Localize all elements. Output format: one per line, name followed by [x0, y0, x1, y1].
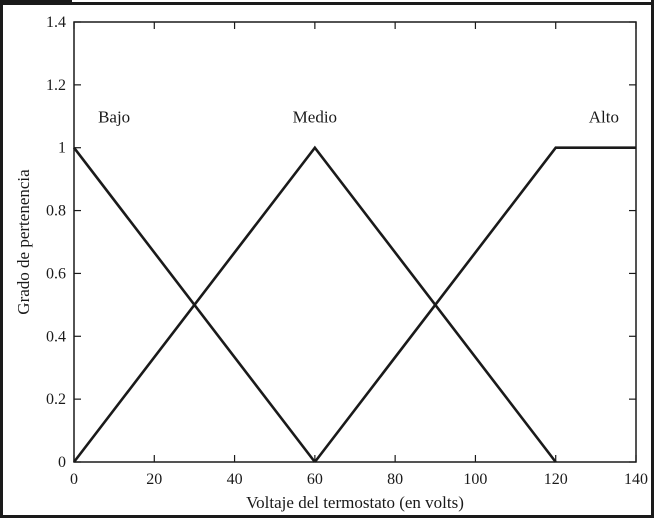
- y-tick-label: 1.4: [46, 14, 66, 31]
- y-tick-label: 0.4: [46, 328, 66, 345]
- y-tick-label: 0: [58, 454, 66, 471]
- y-axis-ticks: 0 0.2 0.4 0.6 0.8 1 1.2 1.4: [46, 14, 636, 471]
- x-axis-title: Voltaje del termostato (en volts): [246, 493, 464, 512]
- x-tick-label: 0: [70, 471, 78, 488]
- series-line-medio: [72, 145, 557, 463]
- figure-top-rule: [72, 2, 654, 5]
- x-tick-label: 100: [463, 471, 487, 488]
- x-tick-label: 20: [146, 471, 162, 488]
- series-lines: [72, 145, 636, 463]
- y-axis-title: Grado de pertenencia: [14, 169, 33, 315]
- x-tick-label: 40: [227, 471, 243, 488]
- x-axis-ticks: 0 20 40 60 80 100 120 140: [70, 22, 648, 488]
- y-tick-label: 0.8: [46, 203, 66, 220]
- y-tick-label: 1: [58, 140, 66, 157]
- x-tick-label: 120: [544, 471, 568, 488]
- x-tick-label: 60: [307, 471, 323, 488]
- y-tick-label: 1.2: [46, 77, 66, 94]
- series-label-alto: Alto: [589, 108, 619, 127]
- y-tick-label: 0.6: [46, 265, 66, 282]
- y-tick-label: 0.2: [46, 391, 66, 408]
- figure-caption-bar: [0, 0, 72, 5]
- series-label-bajo: Bajo: [98, 108, 130, 127]
- series-annotations: Bajo Medio Alto: [98, 108, 619, 127]
- x-tick-label: 140: [624, 471, 648, 488]
- series-label-medio: Medio: [293, 108, 337, 127]
- x-tick-label: 80: [387, 471, 403, 488]
- plot-area-border: [73, 21, 637, 463]
- series-line-alto: [313, 146, 636, 463]
